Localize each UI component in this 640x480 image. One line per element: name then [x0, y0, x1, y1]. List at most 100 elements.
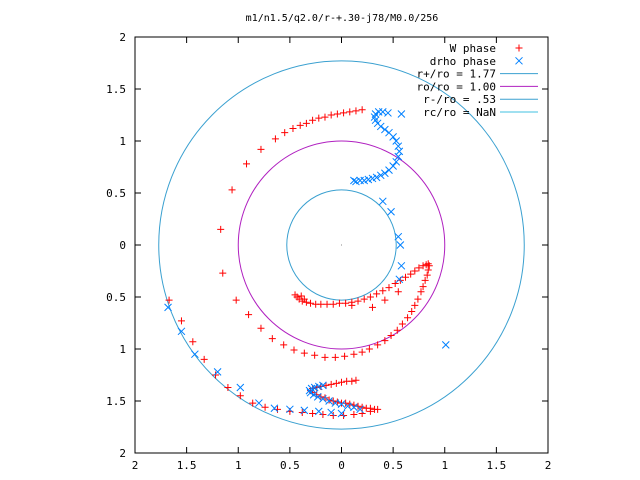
circle-3 [286, 189, 397, 301]
x-tick-label-7: 1.5 [486, 459, 506, 472]
w-phase-point-69 [407, 270, 415, 278]
drho-phase-point-24 [191, 350, 199, 359]
w-phase-point-28 [366, 407, 374, 415]
w-phase-point-33 [319, 411, 327, 419]
w-phase-point-113 [302, 119, 310, 127]
origin-dot [341, 244, 342, 246]
w-phase-point-60 [354, 297, 362, 305]
x-tick-label-0: 2 [132, 459, 139, 472]
drho-phase-point-45 [392, 157, 401, 166]
w-phase-point-2 [362, 404, 370, 412]
drho-phase-point-40 [372, 173, 381, 182]
reference-circles [158, 60, 525, 430]
w-phase-point-104 [219, 269, 227, 277]
drho-phase-point-15 [337, 409, 346, 418]
w-phase-point-89 [374, 341, 382, 349]
drho-phase-point-44 [389, 162, 397, 170]
w-phase-point-21 [327, 380, 335, 388]
w-phase-point-71 [415, 264, 423, 272]
w-phase-point-124 [300, 295, 308, 303]
drho-phase-point-1 [350, 403, 358, 412]
w-phase-point-123 [297, 292, 305, 300]
w-phase-point-41 [224, 383, 232, 391]
y-tick-label-3: 0.5 [106, 187, 126, 200]
w-phase-point-118 [333, 110, 341, 118]
data-points [164, 106, 450, 420]
w-phase-point-121 [352, 107, 360, 115]
w-phase-point-103 [232, 296, 240, 304]
legend-label-0: W phase [450, 42, 496, 55]
w-phase-point-66 [391, 279, 399, 287]
legend-label-2: r+/ro = 1.77 [417, 68, 496, 81]
axis-ticks: 2 1.5 1 0.5 0 0.5 1 1.5 221.510.500.511.52 [106, 31, 551, 472]
drho-phase-point-14 [319, 381, 327, 390]
w-phase-point-55 [323, 300, 331, 308]
w-phase-point-58 [342, 299, 350, 307]
drho-phase-point-16 [327, 408, 336, 417]
y-tick-label-0: 2 [119, 31, 126, 44]
drho-phase-point-5 [325, 397, 333, 405]
x-tick-label-3: 0.5 [280, 459, 300, 472]
w-phase-point-25 [348, 377, 356, 385]
drho-phase-point-2 [343, 402, 352, 411]
w-phase-point-75 [425, 262, 433, 270]
w-phase-point-46 [165, 296, 173, 304]
w-phase-point-92 [350, 350, 358, 358]
w-phase-point-119 [340, 109, 348, 117]
w-phase-point-63 [373, 290, 381, 298]
w-phase-point-90 [365, 345, 373, 353]
y-tick-label-4: 0 [119, 239, 126, 252]
w-phase-point-120 [346, 108, 354, 116]
drho-phase-point-59 [378, 108, 387, 116]
drho-phase-point-0 [356, 405, 364, 414]
w-phase-point-82 [411, 301, 419, 309]
w-phase-point-126 [368, 303, 376, 311]
w-phase-point-42 [212, 371, 220, 379]
drho-phase-point-26 [164, 303, 172, 312]
drho-phase-point-29 [397, 261, 406, 270]
w-phase-point-64 [379, 287, 387, 295]
w-phase-point-76 [424, 266, 432, 274]
chart-title: m1/n1.5/q2.0/r-+.30-j78/M0.0/256 [246, 13, 439, 24]
w-phase-point-34 [309, 409, 317, 417]
circle-1 [158, 60, 525, 430]
w-phase-point-86 [393, 326, 401, 334]
drho-phase-point-4 [331, 399, 340, 407]
w-phase-point-30 [350, 411, 358, 419]
drho-phase-point-18 [300, 406, 309, 415]
w-phase-point-79 [419, 283, 427, 291]
w-phase-point-100 [268, 335, 276, 343]
w-phase-point-26 [352, 376, 360, 384]
w-phase-point-112 [296, 121, 304, 129]
legend-symbol-0 [515, 44, 523, 52]
w-phase-point-98 [290, 346, 298, 354]
w-phase-point-95 [321, 353, 329, 361]
drho-phase-point-21 [255, 399, 263, 407]
drho-phase-point-31 [394, 232, 403, 241]
x-tick-label-6: 1 [441, 459, 448, 472]
y-tick-label-1: 1.5 [106, 83, 126, 96]
x-tick-label-8: 2 [545, 459, 552, 472]
w-phase-point-57 [335, 299, 343, 307]
w-phase-point-108 [257, 145, 265, 153]
w-phase-point-105 [217, 225, 225, 233]
w-phase-point-91 [358, 348, 366, 356]
w-phase-point-8 [338, 399, 345, 407]
w-phase-point-125 [348, 301, 356, 309]
w-phase-point-80 [417, 288, 425, 296]
drho-phase-point-60 [384, 109, 392, 117]
w-phase-point-101 [257, 324, 265, 332]
drho-phase-point-23 [213, 368, 222, 376]
drho-phase-point-27 [441, 340, 450, 349]
w-phase-point-97 [300, 349, 308, 357]
x-tick-label-4: 0 [338, 459, 345, 472]
w-phase-point-99 [280, 341, 288, 349]
drho-phase-point-58 [374, 108, 383, 116]
drho-phase-point-20 [270, 404, 279, 413]
x-tick-label-1: 1.5 [177, 459, 197, 472]
drho-phase-point-17 [314, 407, 323, 416]
w-phase-point-81 [414, 295, 422, 303]
drho-phase-point-42 [381, 169, 389, 178]
w-phase-point-38 [261, 403, 269, 411]
